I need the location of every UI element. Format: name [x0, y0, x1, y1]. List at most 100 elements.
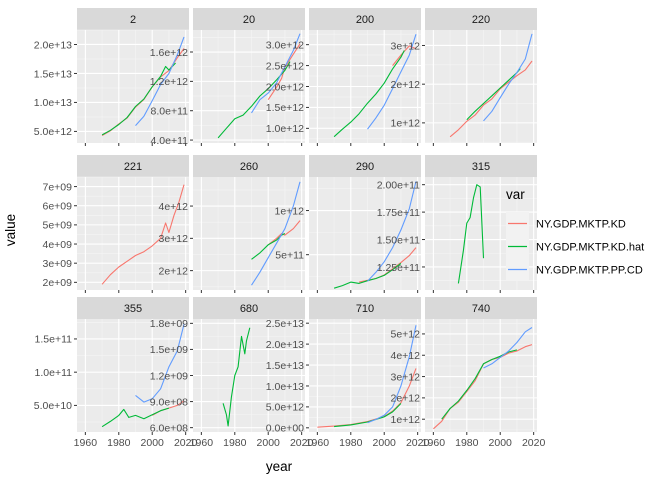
- panel-background: [309, 177, 421, 290]
- series-line: [449, 60, 533, 138]
- facet-panel-2: 2 5.0e+12 1.0e+13 1.5e+13 2.0e+13: [34, 8, 189, 146]
- y-tick-label: 1.0e+11: [35, 367, 73, 379]
- y-tick-label: 4e+12: [159, 201, 189, 213]
- facet-strip: [309, 155, 421, 177]
- x-tick-label: 1960: [306, 437, 330, 449]
- y-tick-label: 3e+12: [391, 40, 421, 52]
- y-tick-label: 2e+12: [159, 265, 189, 277]
- y-tick-label: 1.8e+09: [150, 318, 188, 330]
- y-tick-label: 1e+12: [391, 118, 421, 130]
- facet-strip: [309, 297, 421, 319]
- x-tick-label: 2020: [290, 437, 314, 449]
- legend-item: NY.GDP.MKTP.PP.CD: [506, 258, 643, 281]
- facet-panel-290: 290 5e+11 1e+12: [275, 155, 421, 293]
- series-line: [483, 327, 533, 369]
- facet-strip: [193, 297, 305, 319]
- series-line: [457, 184, 485, 284]
- facet-strip: [425, 297, 537, 319]
- facet-panel-710: 710 0.0e+00 5.0e+12 1.0e+13 1.5e+13 2.0e+13 2.…: [266, 297, 430, 449]
- x-tick-label: 1960: [422, 437, 446, 449]
- y-tick-label: 2.5e+12: [266, 60, 304, 72]
- x-tick-label: 2020: [174, 437, 198, 449]
- facet-strip: [77, 8, 189, 30]
- y-tick-label: 5e+09: [43, 220, 73, 232]
- y-tick-label: 1.2e+12: [150, 76, 188, 88]
- facet-strip-label: 355: [124, 303, 142, 315]
- facet-strip: [193, 8, 305, 30]
- facet-strip-label: 260: [240, 161, 258, 173]
- y-tick-label: 1.6e+12: [150, 47, 188, 59]
- series-line: [483, 33, 533, 122]
- facet-panel-680: 680 6.0e+08 9.0e+08 1.2e+09 1.5e+09 1.8e+09 19…: [150, 297, 314, 449]
- y-tick-label: 2.0e+13: [34, 39, 72, 51]
- y-tick-label: 1e+12: [391, 414, 421, 426]
- y-tick-label: 6e+09: [43, 201, 73, 213]
- series-line: [101, 62, 176, 136]
- x-tick-label: 1980: [339, 437, 363, 449]
- panel-background: [425, 319, 537, 432]
- series-line: [251, 181, 301, 286]
- y-tick-label: 2.0e+13: [266, 339, 304, 351]
- facet-strip-label: 2: [130, 14, 136, 26]
- facet-panel-20: 20 4.0e+11 8.0e+11 1.2e+12 1.6e+12: [150, 8, 305, 147]
- x-tick-label: 2000: [257, 437, 281, 449]
- series-line: [367, 325, 417, 424]
- facet-panel-221: 221 2e+09 3e+09 4e+09 5e+09 6e+09 7e+09: [43, 155, 189, 293]
- y-tick-label: 2e+12: [391, 79, 421, 91]
- y-tick-label: 5e+11: [275, 249, 304, 261]
- y-tick-label: 1.0e+13: [266, 381, 304, 393]
- y-tick-label: 1.5e+13: [34, 68, 72, 80]
- x-tick-label: 2000: [373, 437, 397, 449]
- y-tick-label: 3e+12: [391, 371, 421, 383]
- y-tick-label: 5.0e+10: [34, 400, 72, 412]
- facet-strip: [309, 8, 421, 30]
- panel-background: [425, 30, 537, 143]
- legend-item: NY.GDP.MKTP.KD: [506, 212, 626, 235]
- y-tick-label: 2.5e+13: [266, 318, 304, 330]
- y-tick-label: 2.0e+12: [266, 81, 304, 93]
- facet-strip: [193, 155, 305, 177]
- y-tick-label: 1.2e+09: [150, 370, 188, 382]
- y-tick-label: 1.50e+11: [377, 234, 420, 246]
- x-tick-label: 1980: [107, 437, 131, 449]
- y-tick-label: 2e+12: [391, 393, 421, 405]
- y-tick-label: 2.00e+11: [377, 179, 420, 191]
- y-tick-label: 4e+09: [43, 239, 73, 251]
- series-line: [367, 181, 417, 282]
- y-tick-label: 1.5e+13: [266, 360, 304, 372]
- x-tick-label: 1960: [74, 437, 98, 449]
- series-line: [101, 407, 170, 428]
- series-line: [333, 50, 405, 138]
- facet-panel-260: 260 2e+12 3e+12 4e+12: [159, 155, 305, 293]
- x-tick-label: 2000: [141, 437, 165, 449]
- panel-background: [193, 177, 305, 290]
- y-tick-label: 3.0e+12: [266, 39, 304, 51]
- facet-panels: 2 5.0e+12 1.0e+13 1.5e+13 2.0e+13 20 4.0e+11 8.…: [34, 8, 546, 449]
- x-tick-label: 2020: [522, 437, 546, 449]
- facet-panel-315: 315 1.25e+11 1.50e+11 1.75e+11 2.00e+11: [377, 155, 537, 293]
- y-tick-label: 1.5e+11: [35, 334, 73, 346]
- facet-strip: [425, 155, 537, 177]
- facet-strip-label: 710: [356, 303, 374, 315]
- y-tick-label: 4e+12: [391, 350, 421, 362]
- facet-panel-355: 355 5.0e+10 1.0e+11 1.5e+11 1960 1980 2000 2020: [34, 297, 198, 449]
- facet-strip-label: 20: [243, 14, 255, 26]
- x-axis-title: year: [266, 459, 293, 474]
- legend: var NY.GDP.MKTP.KDNY.GDP.MKTP.KD.hatNY.G…: [506, 187, 644, 281]
- facet-strip-label: 290: [356, 161, 374, 173]
- facet-strip: [425, 8, 537, 30]
- y-tick-label: 1.75e+11: [377, 207, 420, 219]
- y-tick-label: 1.5e+09: [150, 344, 188, 356]
- y-tick-label: 3e+09: [43, 258, 73, 270]
- legend-item: NY.GDP.MKTP.KD.hat: [506, 235, 644, 258]
- facet-panel-740: 740 1e+12 2e+12 3e+12 4e+12 5e+12 1960 1980 2000…: [391, 297, 546, 449]
- y-tick-label: 1.0e+12: [266, 123, 304, 135]
- facet-strip-label: 220: [472, 14, 490, 26]
- y-tick-label: 5.0e+12: [34, 126, 72, 138]
- panel-background: [77, 30, 189, 143]
- legend-label: NY.GDP.MKTP.KD: [536, 219, 626, 231]
- series-line: [367, 34, 417, 130]
- facet-strip-label: 740: [472, 303, 490, 315]
- x-tick-label: 2020: [406, 437, 430, 449]
